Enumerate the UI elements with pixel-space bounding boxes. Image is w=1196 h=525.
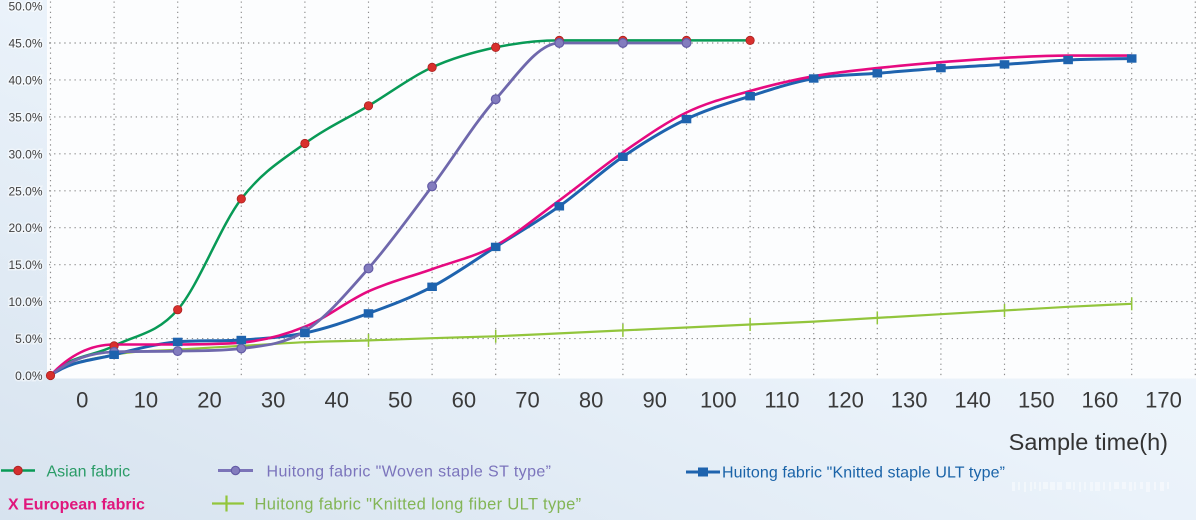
svg-text:20: 20 bbox=[197, 388, 221, 413]
svg-text:Asian fabric: Asian fabric bbox=[47, 464, 131, 481]
svg-text:50: 50 bbox=[388, 388, 412, 413]
svg-text:45.0%: 45.0% bbox=[8, 37, 42, 51]
svg-text:5.0%: 5.0% bbox=[15, 332, 43, 346]
svg-text:Huitong fabric "Knitted staple: Huitong fabric "Knitted staple ULT type” bbox=[722, 465, 1005, 482]
svg-text:110: 110 bbox=[764, 388, 799, 413]
svg-text:150: 150 bbox=[1018, 388, 1055, 413]
svg-text:140: 140 bbox=[954, 388, 991, 413]
svg-text:25.0%: 25.0% bbox=[8, 184, 42, 198]
svg-text:30: 30 bbox=[261, 388, 285, 413]
svg-text:90: 90 bbox=[642, 388, 666, 413]
svg-text:30.0%: 30.0% bbox=[8, 147, 42, 161]
svg-text:160: 160 bbox=[1082, 388, 1119, 413]
svg-text:120: 120 bbox=[827, 388, 864, 413]
svg-text:Huitong fabric "Woven staple S: Huitong fabric "Woven staple ST type” bbox=[267, 464, 552, 481]
svg-text:X European fabric: X European fabric bbox=[8, 497, 145, 514]
svg-text:40: 40 bbox=[324, 388, 348, 413]
svg-text:Sample time(h): Sample time(h) bbox=[1009, 429, 1168, 455]
svg-text:170: 170 bbox=[1145, 388, 1182, 413]
svg-text:0.0%: 0.0% bbox=[15, 369, 43, 383]
svg-text:0: 0 bbox=[76, 388, 88, 413]
svg-text:10.0%: 10.0% bbox=[8, 295, 42, 309]
svg-text:35.0%: 35.0% bbox=[8, 110, 42, 124]
svg-text:10: 10 bbox=[134, 388, 158, 413]
svg-text:60: 60 bbox=[452, 388, 476, 413]
svg-text:15.0%: 15.0% bbox=[8, 258, 42, 272]
svg-text:20.0%: 20.0% bbox=[8, 221, 42, 235]
svg-text:80: 80 bbox=[579, 388, 603, 413]
svg-text:Huitong fabric "Knitted long f: Huitong fabric "Knitted long fiber ULT t… bbox=[255, 496, 582, 514]
svg-text:100: 100 bbox=[700, 388, 737, 413]
svg-text:70: 70 bbox=[515, 388, 539, 413]
svg-text:40.0%: 40.0% bbox=[8, 73, 42, 87]
svg-text:50.0%: 50.0% bbox=[8, 0, 42, 14]
svg-text:130: 130 bbox=[891, 388, 928, 413]
